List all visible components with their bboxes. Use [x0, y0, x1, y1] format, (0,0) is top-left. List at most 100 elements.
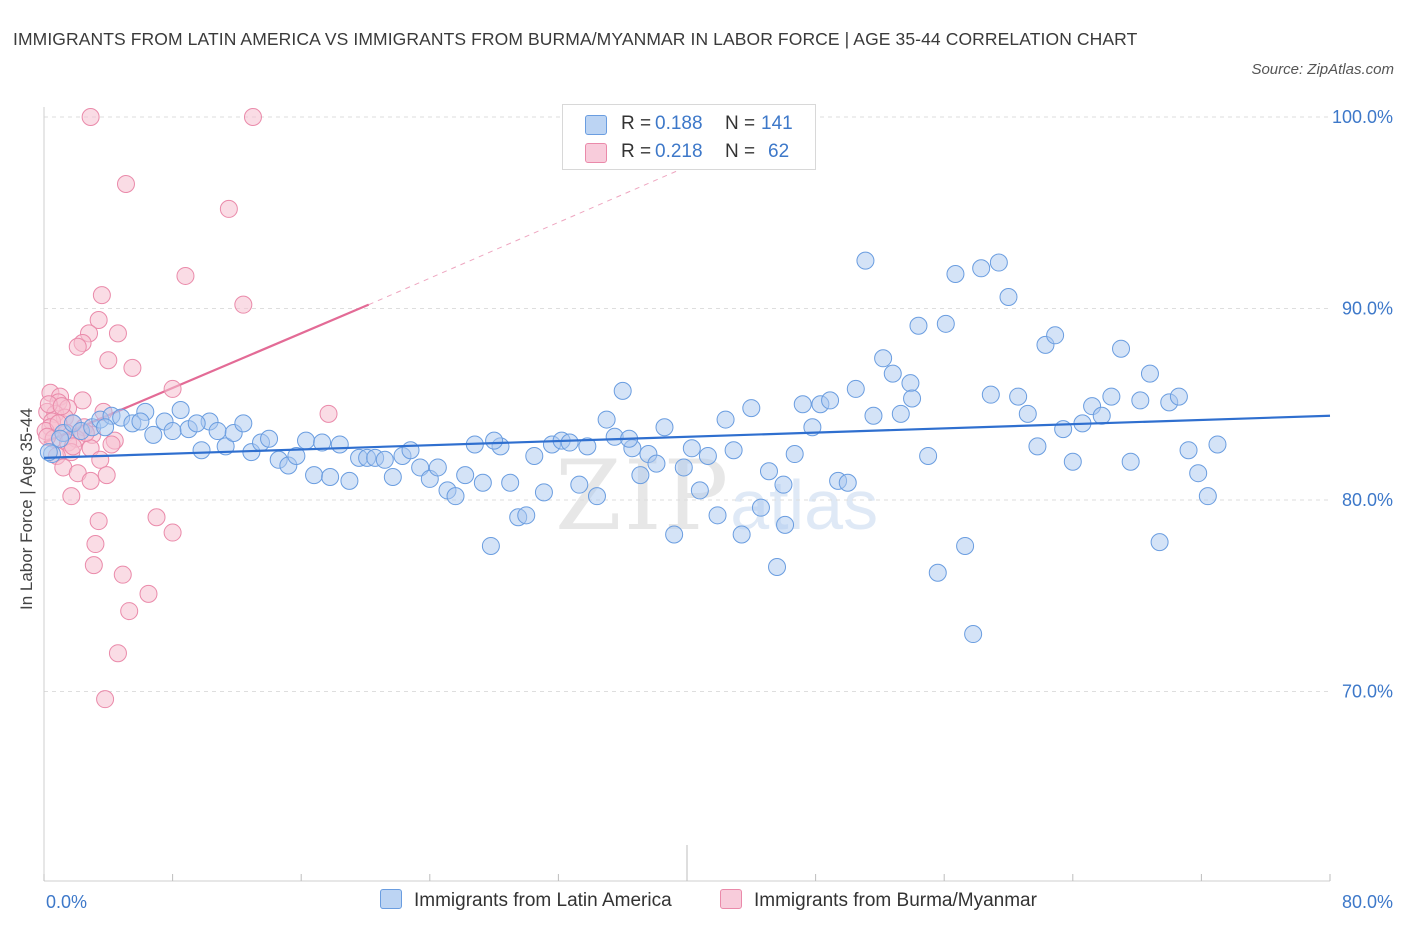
data-point-latin-america [613, 381, 632, 400]
data-point-latin-america [485, 431, 504, 450]
data-point-burma [84, 556, 103, 575]
data-point-latin-america [724, 441, 743, 460]
y-tick-label: 100.0% [1332, 107, 1393, 127]
data-point-latin-america [1092, 406, 1111, 425]
data-point-burma [139, 584, 158, 603]
data-point-burma [97, 466, 116, 485]
data-point-burma [219, 199, 238, 218]
data-point-burma [68, 337, 87, 356]
data-point-latin-america [401, 441, 420, 460]
data-point-latin-america [1121, 452, 1140, 471]
data-point-latin-america [909, 316, 928, 335]
data-point-latin-america [964, 625, 983, 644]
data-point-latin-america [216, 437, 235, 456]
data-point-burma [91, 450, 110, 469]
data-point-burma [319, 404, 338, 423]
data-point-latin-america [208, 422, 227, 441]
data-point-latin-america [901, 374, 920, 393]
trend-line-burma-extension [368, 160, 701, 306]
data-point-latin-america [96, 418, 115, 437]
data-point-latin-america [51, 429, 70, 448]
data-point-latin-america [1169, 387, 1188, 406]
data-point-latin-america [287, 446, 306, 465]
data-point-burma [108, 324, 127, 343]
data-point-latin-america [456, 466, 475, 485]
data-point-latin-america [1208, 435, 1227, 454]
y-tick-label: 80.0% [1342, 490, 1393, 510]
trend-line-latin-america [43, 414, 1331, 459]
data-point-latin-america [698, 446, 717, 465]
data-point-latin-america [597, 410, 616, 429]
data-point-latin-america [774, 475, 793, 494]
axes [43, 107, 1331, 882]
data-point-latin-america [587, 487, 606, 506]
trend-burma [43, 160, 701, 444]
stats-n-label: N = [725, 113, 756, 134]
data-point-latin-america [525, 446, 544, 465]
data-point-latin-america [187, 414, 206, 433]
legend-swatch-pink [720, 889, 742, 909]
data-point-latin-america [313, 433, 332, 452]
data-point-latin-america [501, 473, 520, 492]
data-point-latin-america [340, 471, 359, 490]
chart-title: IMMIGRANTS FROM LATIN AMERICA VS IMMIGRA… [13, 29, 1138, 49]
stats-n-label: N = [725, 141, 756, 162]
data-point-latin-america [1112, 339, 1131, 358]
stats-swatch-pink [585, 143, 607, 163]
data-point-latin-america [981, 385, 1000, 404]
x-tick-label: 0.0% [46, 892, 87, 912]
data-point-latin-america [838, 473, 857, 492]
y-tick-label: 90.0% [1342, 299, 1393, 319]
y-tick-label: 70.0% [1342, 682, 1393, 702]
data-point-latin-america [631, 466, 650, 485]
data-point-burma [86, 535, 105, 554]
stats-n-value: 62 [768, 141, 790, 162]
legend-item-burma: Immigrants from Burma/Myanmar [720, 889, 1037, 912]
data-point-burma [81, 471, 100, 490]
data-point-latin-america [570, 475, 589, 494]
data-point-latin-america [647, 454, 666, 473]
data-point-latin-america [1018, 404, 1037, 423]
data-point-burma [234, 295, 253, 314]
data-point-latin-america [716, 410, 735, 429]
data-point-burma [176, 266, 195, 285]
data-point-latin-america [928, 563, 947, 582]
data-point-latin-america [192, 441, 211, 460]
stats-r-label: R = [621, 141, 652, 162]
data-point-latin-america [1140, 364, 1159, 383]
data-point-latin-america [1063, 452, 1082, 471]
data-point-latin-america [690, 481, 709, 500]
data-point-burma [99, 351, 118, 370]
data-point-burma [73, 391, 92, 410]
stats-n-value: 141 [761, 113, 793, 134]
stats-r-value: 0.218 [655, 141, 703, 162]
data-point-latin-america [131, 412, 150, 431]
data-point-latin-america [674, 458, 693, 477]
data-point-burma [62, 487, 81, 506]
data-point-latin-america [517, 506, 536, 525]
data-point-burma [108, 644, 127, 663]
data-point-latin-america [903, 389, 922, 408]
data-point-latin-america [330, 435, 349, 454]
data-point-latin-america [655, 418, 674, 437]
data-point-latin-america [682, 439, 701, 458]
data-point-burma [89, 310, 108, 329]
data-point-latin-america [956, 536, 975, 555]
data-point-latin-america [785, 445, 804, 464]
data-point-latin-america [375, 450, 394, 469]
data-point-latin-america [1189, 464, 1208, 483]
data-point-latin-america [260, 429, 279, 448]
data-point-latin-america [321, 468, 340, 487]
data-point-latin-america [856, 251, 875, 270]
data-point-burma [123, 358, 142, 377]
data-point-latin-america [534, 483, 553, 502]
data-point-latin-america [891, 404, 910, 423]
data-point-burma [81, 108, 100, 126]
data-point-latin-america [297, 431, 316, 450]
trend-latin-america [43, 414, 1331, 459]
data-point-latin-america [999, 288, 1018, 307]
data-point-latin-america [742, 399, 761, 418]
data-point-latin-america [1150, 533, 1169, 552]
data-point-latin-america [1179, 441, 1198, 460]
